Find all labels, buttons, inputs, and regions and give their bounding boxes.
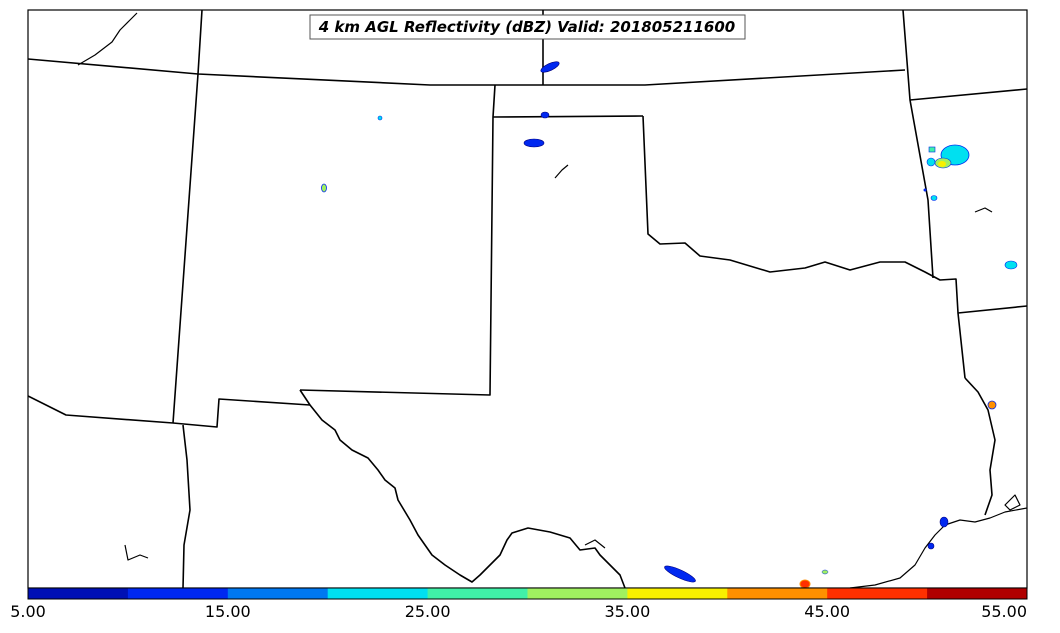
great-salt-lake: [77, 12, 138, 66]
new-mexico-east-border: [299, 116, 494, 396]
colorbar-segment: [28, 588, 129, 599]
colorbar-tick-labels: 5.00 15.00 25.00 35.00 45.00 55.00: [10, 602, 1027, 621]
echo-coast-small: [821, 569, 829, 575]
echo-kansas-north: [540, 111, 550, 119]
coastlines: [77, 12, 1027, 588]
colorbar-tick-label: 15.00: [205, 602, 251, 621]
texas-rio-grande-border: [299, 389, 626, 588]
colorbar-segment: [327, 588, 429, 599]
colorbar-segment: [527, 588, 628, 599]
echo-gulf-coast-b: [927, 542, 935, 550]
oklahoma-kansas-border: [492, 115, 644, 118]
colorbar-tick-label: 45.00: [804, 602, 850, 621]
colorbar-segment: [927, 588, 1028, 599]
colorbar-tick-label: 55.00: [981, 602, 1027, 621]
nebraska-kansas-border: [495, 69, 906, 86]
arkansas-louisiana-border: [957, 305, 1027, 314]
texas-louisiana-border: [964, 377, 996, 516]
utah-colorado-border: [172, 10, 203, 424]
echo-colorado-convective: [321, 183, 327, 193]
colorbar-tick-label: 35.00: [604, 602, 650, 621]
iowa-missouri-border: [909, 88, 1027, 101]
colorbar-segment: [827, 588, 928, 599]
map-area: [28, 10, 1027, 588]
echo-gulf-coast-a: [939, 516, 949, 528]
colorbar-segment: [627, 588, 728, 599]
state-boundaries: [28, 10, 1027, 588]
lake-texoma: [584, 539, 606, 549]
reservoir-outline: [124, 544, 149, 561]
colorbar: [27, 587, 1028, 600]
colorbar-tick-label: 5.00: [10, 602, 46, 621]
kansas-reservoir: [554, 164, 569, 179]
colorado-wyoming-border: [28, 58, 495, 86]
colorbar-tick-label: 25.00: [405, 602, 451, 621]
gulf-coastline: [849, 507, 1027, 588]
echo-louisiana-border: [987, 400, 997, 410]
colorbar-segment: [227, 588, 329, 599]
colorbar-segment: [727, 588, 828, 599]
echo-kansas-west: [523, 138, 545, 148]
echo-missouri-cluster: [923, 144, 970, 201]
missouri-west-border: [902, 10, 934, 279]
colorbar-outline: [27, 587, 1028, 600]
colorado-kansas-border: [492, 84, 496, 118]
echo-nebraska: [540, 61, 560, 73]
oklahoma-east-border: [642, 115, 966, 379]
map-title-box: 4 km AGL Reflectivity (dBZ) Valid: 20180…: [309, 14, 746, 40]
echo-south-texas: [664, 565, 696, 583]
arizona-utah-border: [28, 395, 174, 424]
echo-east-edge: [1004, 260, 1018, 270]
missouri-lake: [974, 207, 993, 213]
colorbar-segment: [127, 588, 229, 599]
reflectivity-echoes: [321, 61, 1018, 588]
new-mexico-south-border: [172, 398, 311, 428]
colorbar-segment: [427, 588, 528, 599]
lake-michigan-shore: [1004, 494, 1021, 511]
arizona-mexico-border: [182, 424, 191, 588]
echo-colorado-small: [377, 115, 383, 121]
echo-coast-convective: [799, 579, 811, 588]
map-title: 4 km AGL Reflectivity (dBZ) Valid: 20180…: [318, 18, 735, 36]
